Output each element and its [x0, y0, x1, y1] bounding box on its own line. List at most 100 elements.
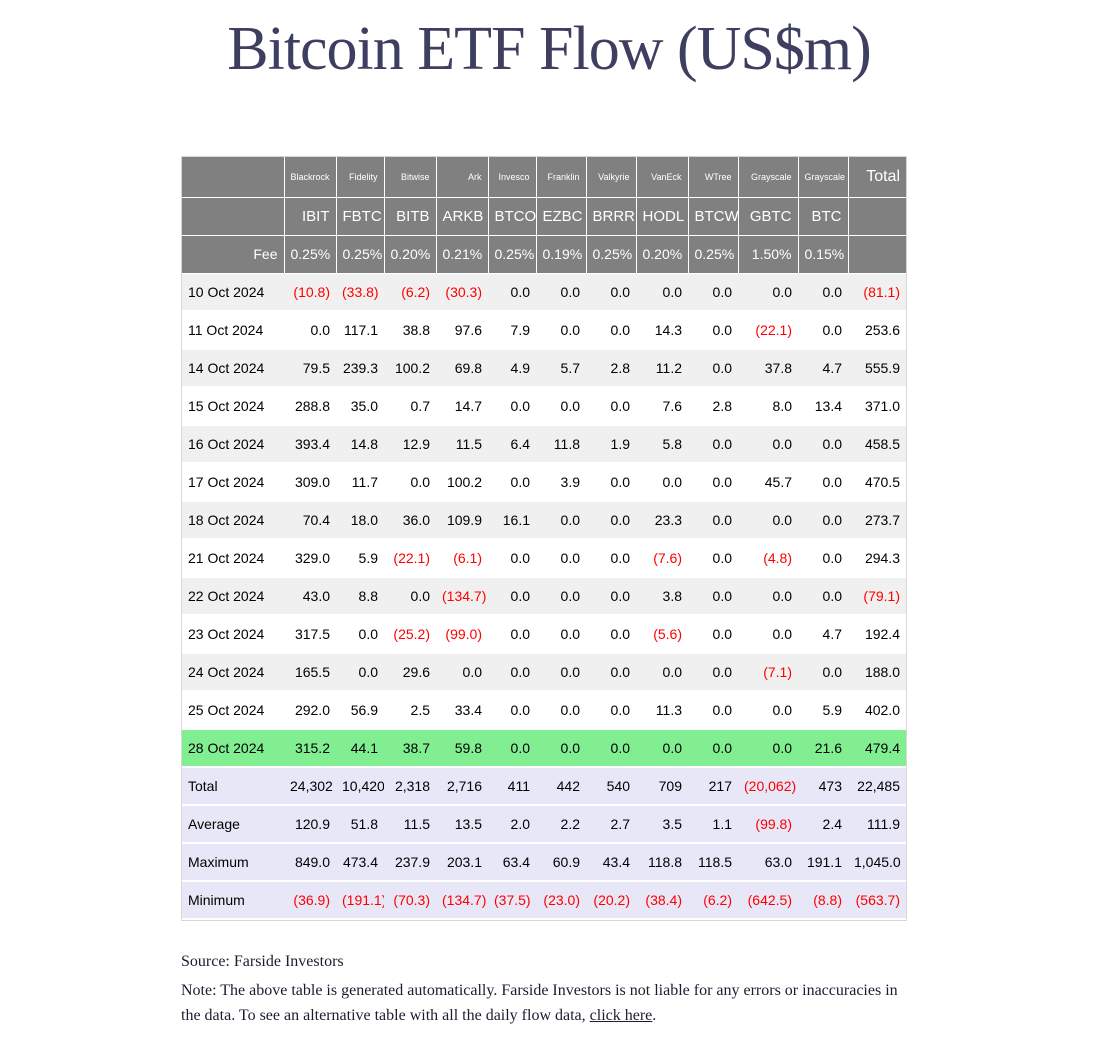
table-row: 22 Oct 2024 43.0 8.8 0.0 (134.7) 0.0 0.0 0.0 3.8… — [182, 577, 906, 616]
value-cell: 56.9 — [336, 691, 384, 730]
date-cell: 11 Oct 2024 — [182, 311, 284, 350]
row-total-cell: 470.5 — [848, 463, 906, 502]
fee-value-cell: 1.50% — [738, 235, 799, 274]
row-total-cell: 22,485 — [848, 767, 906, 806]
value-cell: 8.8 — [336, 577, 384, 616]
table-row: 10 Oct 2024 (10.8) (33.8) (6.2) (30.3) 0.0 0.0… — [182, 273, 906, 312]
value-cell: (191.1) — [336, 881, 384, 920]
ticker-cell: BITB — [384, 197, 437, 236]
table-row: 15 Oct 2024 288.8 35.0 0.7 14.7 0.0 0.0 0.0 7.6 2… — [182, 387, 906, 426]
value-cell: 6.4 — [488, 425, 536, 464]
value-cell: 0.0 — [536, 729, 586, 768]
value-cell: 0.0 — [586, 387, 636, 426]
value-cell: 37.8 — [738, 349, 798, 388]
value-cell: 14.3 — [636, 311, 688, 350]
value-cell: 0.0 — [636, 653, 688, 692]
value-cell: 0.0 — [536, 615, 586, 654]
footer: Source: Farside Investors Note: The abov… — [181, 953, 913, 1028]
value-cell: (8.8) — [798, 881, 848, 920]
value-cell: 2.8 — [688, 387, 738, 426]
value-cell: 0.0 — [738, 577, 798, 616]
value-cell: 0.0 — [586, 729, 636, 768]
value-cell: 5.8 — [636, 425, 688, 464]
fee-value-cell: 0.25% — [586, 235, 637, 274]
value-cell: 11.7 — [336, 463, 384, 502]
value-cell: 0.0 — [688, 691, 738, 730]
value-cell: 0.0 — [536, 311, 586, 350]
value-cell: 191.1 — [798, 843, 848, 882]
value-cell: 11.3 — [636, 691, 688, 730]
provider-cell: Bitwise — [384, 157, 437, 198]
value-cell: (7.6) — [636, 539, 688, 578]
value-cell: 292.0 — [284, 691, 336, 730]
value-cell: 0.0 — [798, 311, 848, 350]
table-row: 14 Oct 2024 79.5 239.3 100.2 69.8 4.9 5.7 2.8 11… — [182, 349, 906, 388]
value-cell: (99.0) — [436, 615, 488, 654]
value-cell: 0.0 — [488, 539, 536, 578]
summary-label-cell: Total — [182, 767, 284, 806]
fee-value-cell: 0.20% — [384, 235, 437, 274]
value-cell: 0.0 — [688, 653, 738, 692]
value-cell: 0.0 — [738, 273, 798, 312]
value-cell: 309.0 — [284, 463, 336, 502]
empty-cell — [848, 235, 906, 274]
value-cell: 117.1 — [336, 311, 384, 350]
table-row: 25 Oct 2024 292.0 56.9 2.5 33.4 0.0 0.0 0.0 11.3… — [182, 691, 906, 730]
value-cell: 0.0 — [488, 615, 536, 654]
value-cell: 2.0 — [488, 805, 536, 844]
value-cell: 109.9 — [436, 501, 488, 540]
ticker-cell: BTCW — [688, 197, 739, 236]
value-cell: 0.0 — [488, 463, 536, 502]
value-cell: 63.4 — [488, 843, 536, 882]
value-cell: 100.2 — [436, 463, 488, 502]
value-cell: 0.0 — [688, 501, 738, 540]
value-cell: 11.5 — [436, 425, 488, 464]
value-cell: 13.4 — [798, 387, 848, 426]
value-cell: 2.7 — [586, 805, 636, 844]
value-cell: 3.5 — [636, 805, 688, 844]
value-cell: 0.0 — [586, 273, 636, 312]
value-cell: 69.8 — [436, 349, 488, 388]
date-cell: 23 Oct 2024 — [182, 615, 284, 654]
value-cell: 329.0 — [284, 539, 336, 578]
row-total-cell: 188.0 — [848, 653, 906, 692]
value-cell: 0.0 — [636, 463, 688, 502]
value-cell: 2.5 — [384, 691, 436, 730]
row-total-cell: 294.3 — [848, 539, 906, 578]
value-cell: 239.3 — [336, 349, 384, 388]
value-cell: 0.7 — [384, 387, 436, 426]
fee-value-cell: 0.21% — [436, 235, 489, 274]
value-cell: 0.0 — [488, 273, 536, 312]
value-cell: 14.7 — [436, 387, 488, 426]
value-cell: 14.8 — [336, 425, 384, 464]
date-cell: 24 Oct 2024 — [182, 653, 284, 692]
value-cell: 79.5 — [284, 349, 336, 388]
value-cell: (99.8) — [738, 805, 798, 844]
value-cell: 0.0 — [738, 501, 798, 540]
value-cell: 70.4 — [284, 501, 336, 540]
value-cell: 0.0 — [798, 539, 848, 578]
value-cell: 0.0 — [336, 653, 384, 692]
alt-table-link[interactable]: click here — [589, 1007, 653, 1024]
value-cell: (25.2) — [384, 615, 436, 654]
value-cell: 0.0 — [798, 463, 848, 502]
value-cell: 60.9 — [536, 843, 586, 882]
value-cell: 38.7 — [384, 729, 436, 768]
value-cell: 0.0 — [688, 577, 738, 616]
row-total-cell: 273.7 — [848, 501, 906, 540]
fee-value-cell: 0.20% — [636, 235, 689, 274]
value-cell: 709 — [636, 767, 688, 806]
value-cell: 0.0 — [798, 653, 848, 692]
value-cell: 473 — [798, 767, 848, 806]
ticker-cell: GBTC — [738, 197, 799, 236]
total-header-cell: Total — [848, 157, 906, 198]
table-row: 28 Oct 2024 315.2 44.1 38.7 59.8 0.0 0.0 0.0 0.0… — [182, 729, 906, 768]
value-cell: (22.1) — [384, 539, 436, 578]
value-cell: 0.0 — [536, 653, 586, 692]
row-total-cell: (81.1) — [848, 273, 906, 312]
value-cell: 0.0 — [436, 653, 488, 692]
note-after: . — [652, 1007, 657, 1024]
row-total-cell: 555.9 — [848, 349, 906, 388]
provider-cell: Fidelity — [336, 157, 385, 198]
fee-row: Fee 0.25% 0.25% 0.20% 0.21% 0.25% 0.19% 0.25% 0.… — [182, 235, 906, 274]
